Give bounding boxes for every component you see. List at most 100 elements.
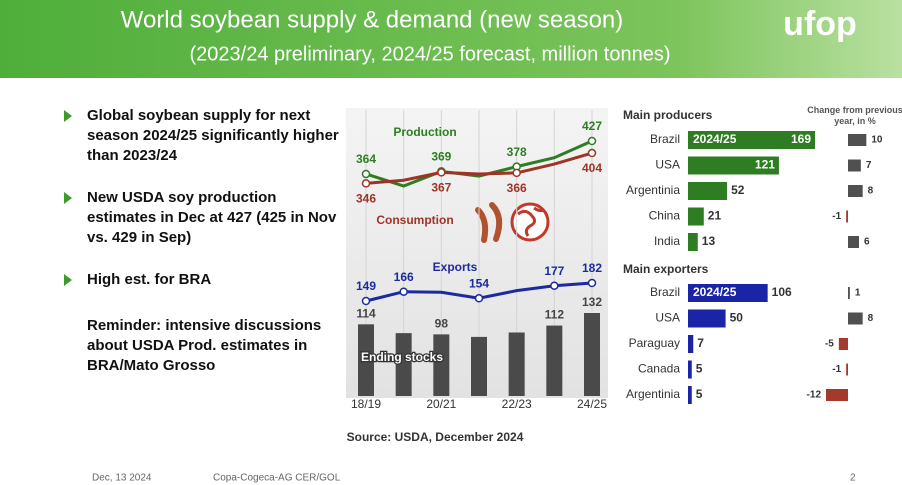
point-marker — [361, 296, 371, 306]
series-label: Change from previous year, in % — [807, 105, 902, 126]
text-block: Global soybean supply for next season 202… — [87, 107, 339, 164]
stock-bar — [508, 332, 525, 396]
stock-bar — [433, 334, 450, 396]
change-label: 1 — [855, 288, 861, 299]
category-label: Paraguay — [629, 336, 680, 350]
bar — [688, 207, 704, 226]
data-label: 182 — [582, 261, 602, 275]
bar — [688, 360, 692, 379]
footer-org: Copa-Cogeca-AG CER/GOL — [213, 473, 341, 484]
stock-bar — [395, 333, 412, 396]
data-label: 114 — [356, 306, 376, 320]
change-label: 8 — [868, 186, 874, 197]
data-label: 427 — [582, 119, 602, 133]
point-marker — [399, 287, 408, 296]
change-bar — [848, 134, 867, 146]
bar — [688, 182, 728, 200]
data-label: 52 — [731, 183, 745, 197]
data-label: 366 — [507, 181, 527, 195]
change-label: 8 — [868, 313, 874, 324]
bar — [688, 335, 694, 353]
data-label: 404 — [582, 161, 602, 175]
data-label: 98 — [435, 317, 449, 331]
series-label: 2024/25 — [693, 132, 737, 146]
data-label: 112 — [545, 308, 565, 322]
data-label: 364 — [356, 152, 376, 166]
data-label: 13 — [702, 234, 716, 248]
data-label: 7 — [697, 336, 704, 350]
bar — [688, 131, 815, 149]
bullet-arrow — [64, 110, 72, 122]
page-number: 2 — [850, 473, 856, 484]
x-tick-label: 24/25 — [577, 397, 607, 411]
series-line — [365, 151, 593, 185]
bullet-arrow — [64, 274, 72, 286]
stock-bar — [358, 324, 374, 396]
x-tick-label: 22/23 — [502, 397, 532, 411]
point-marker — [474, 294, 484, 303]
change-bar — [848, 159, 861, 172]
data-label: 369 — [431, 150, 451, 164]
point-marker — [361, 169, 371, 179]
stock-bar — [584, 313, 600, 396]
point-marker — [437, 168, 446, 177]
change-label: 6 — [864, 237, 870, 248]
data-label: 21 — [708, 209, 722, 223]
point-marker — [361, 179, 371, 188]
change-label: -5 — [825, 339, 834, 350]
change-bar — [838, 338, 848, 350]
category-label: Brazil — [650, 285, 680, 299]
data-label: 132 — [582, 295, 602, 309]
point-marker — [587, 148, 597, 158]
data-label: 5 — [696, 362, 703, 376]
data-label: 121 — [755, 158, 775, 172]
data-label: 169 — [791, 132, 811, 146]
change-bar — [848, 287, 850, 299]
series-label: 2024/25 — [693, 285, 737, 299]
series-label: Ending stocks — [361, 350, 443, 364]
bar — [688, 284, 768, 302]
subtitle: (2023/24 preliminary, 2024/25 forecast, … — [190, 43, 671, 65]
series-label: Consumption — [376, 213, 453, 227]
data-label: 367 — [431, 181, 451, 195]
change-label: 10 — [871, 135, 883, 146]
chart-title: Main producers — [623, 108, 713, 122]
change-label: 7 — [866, 160, 872, 171]
footer-date: Dec, 13 2024 — [92, 473, 152, 484]
bar — [688, 156, 779, 175]
bullet-arrow — [64, 192, 72, 204]
x-tick-label: 20/21 — [426, 397, 456, 411]
series-line — [365, 139, 593, 188]
data-label: 154 — [469, 276, 489, 290]
category-label: USA — [655, 158, 680, 172]
point-marker — [550, 281, 559, 290]
change-bar — [826, 389, 848, 401]
logo: ufop — [783, 5, 857, 43]
category-label: Brazil — [650, 132, 680, 146]
category-label: China — [649, 209, 681, 223]
point-marker — [512, 168, 521, 178]
header-band — [0, 0, 902, 78]
title: World soybean supply & demand (new seaso… — [121, 6, 624, 33]
chart-title: Main exporters — [623, 262, 709, 276]
bar — [688, 386, 692, 404]
change-bar — [848, 236, 859, 248]
series-label: Exports — [433, 260, 478, 274]
bar — [688, 233, 698, 251]
data-label: 149 — [356, 279, 376, 293]
stock-bar — [546, 325, 563, 396]
data-label: 50 — [730, 311, 744, 325]
change-bar — [846, 363, 848, 376]
category-label: Argentinia — [626, 387, 680, 401]
text-block: Reminder: intensive discussions about USD… — [87, 317, 321, 374]
change-label: -12 — [807, 390, 822, 401]
change-label: -1 — [832, 211, 841, 222]
text-block: New USDA soy production estimates in Dec … — [87, 189, 337, 246]
globe-icon — [475, 202, 550, 243]
point-marker — [587, 278, 597, 288]
text-block: High est. for BRA — [87, 271, 211, 288]
x-tick-label: 18/19 — [351, 397, 381, 411]
series-label: Production — [393, 125, 456, 139]
